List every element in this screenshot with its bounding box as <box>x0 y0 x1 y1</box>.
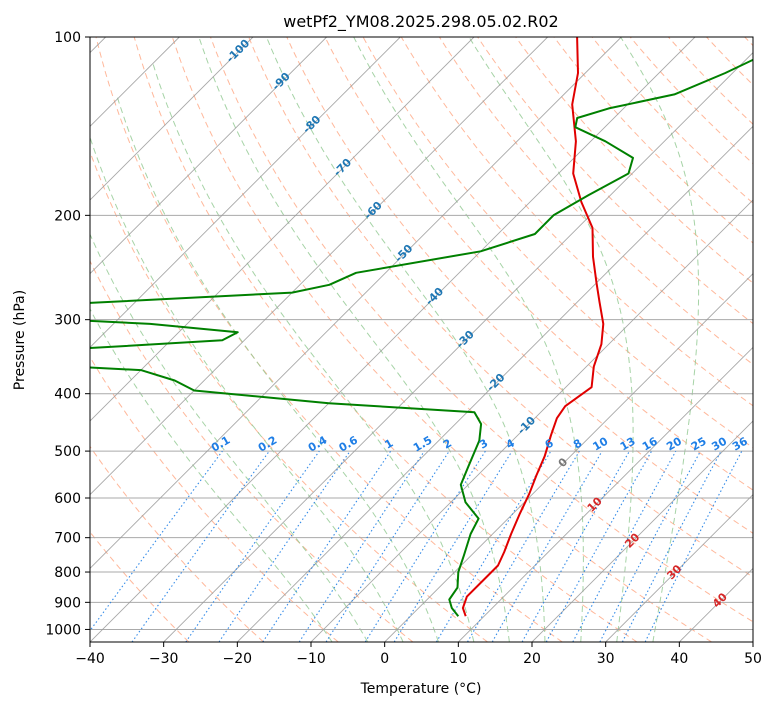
y-tick-label: 800 <box>54 565 81 581</box>
isotherm--60 <box>90 37 548 496</box>
dry-adiabat <box>90 356 339 642</box>
isotherm-0 <box>384 273 753 642</box>
isotherm-20 <box>531 420 753 642</box>
x-tick-label: −40 <box>75 651 105 667</box>
dry-adiabat <box>324 37 753 491</box>
y-tick-label: 600 <box>54 491 81 507</box>
isotherm--70 <box>90 37 475 422</box>
isotherm-30 <box>605 494 753 642</box>
y-tick-label: 700 <box>54 531 81 547</box>
isotherm--10 <box>310 199 753 642</box>
mixing-ratio-line <box>131 450 270 642</box>
dry-adiabat <box>248 37 753 578</box>
x-tick-label: 10 <box>449 651 467 667</box>
mixing-ratio-lines <box>90 450 743 642</box>
dewpoint-line <box>90 58 753 617</box>
moist-adiabat <box>266 37 546 642</box>
isotherm--90 <box>90 37 327 275</box>
dry-adiabat <box>171 37 712 642</box>
x-tick-label: 30 <box>597 651 615 667</box>
mixing-ratio-line <box>545 450 653 642</box>
y-tick-label: 900 <box>54 595 81 611</box>
chart-title: wetPf2_YM08.2025.298.05.02.R02 <box>283 12 558 32</box>
mixing-ratio-line <box>185 450 320 642</box>
x-tick-label: −20 <box>223 651 253 667</box>
y-axis-ticks: 100 200 300 400 500 600 700 800 900 1000 <box>45 30 90 638</box>
isotherm--100 <box>90 37 254 201</box>
dry-adiabat <box>210 37 753 623</box>
dry-adiabat <box>90 445 264 642</box>
mixing-ratio-line <box>90 450 223 632</box>
x-axis-ticks: −40 −30 −20 −10 0 10 20 30 40 50 <box>75 642 762 667</box>
temperature-line <box>461 37 605 617</box>
moist-adiabat <box>353 37 584 642</box>
x-tick-label: −10 <box>296 651 326 667</box>
profile-series <box>90 37 753 617</box>
mixing-ratio-line <box>521 450 630 642</box>
dry-adiabat <box>286 37 753 534</box>
mixing-ratio-line <box>393 450 513 642</box>
dry-adiabats <box>90 37 753 642</box>
moist-adiabat <box>620 37 700 642</box>
isotherm--50 <box>90 37 622 569</box>
isotherm--80 <box>90 37 401 348</box>
mixing-ratio-line <box>644 450 743 642</box>
mixing-ratio-line <box>325 450 450 642</box>
isotherm--30 <box>163 52 753 642</box>
moist-adiabat <box>198 37 510 642</box>
moist-adiabat <box>116 94 439 642</box>
isotherms <box>90 37 753 642</box>
mixing-ratio-line <box>218 450 351 642</box>
x-tick-label: 0 <box>380 651 389 667</box>
isotherm-10 <box>458 346 753 642</box>
dry-adiabat <box>95 37 563 642</box>
plot-area <box>90 37 753 642</box>
dry-adiabat <box>90 259 414 642</box>
dry-adiabat <box>133 37 638 642</box>
y-tick-label: 300 <box>54 313 81 329</box>
moist-adiabat <box>151 61 475 642</box>
y-tick-label: 100 <box>54 30 81 46</box>
y-tick-label: 1000 <box>45 622 81 638</box>
y-axis-label: Pressure (hPa) <box>12 290 28 390</box>
isotherm--40 <box>90 37 696 642</box>
mixing-ratio-line <box>298 450 425 642</box>
x-tick-label: 40 <box>670 651 688 667</box>
mixing-ratio-line <box>572 450 677 642</box>
y-tick-label: 200 <box>54 208 81 224</box>
mixing-ratio-line <box>262 450 392 642</box>
isobars <box>90 37 753 630</box>
y-tick-label: 400 <box>54 387 81 403</box>
dry-adiabat <box>515 37 753 284</box>
axes-frame <box>89 36 754 643</box>
x-tick-label: 20 <box>523 651 541 667</box>
isotherm--20 <box>237 125 753 642</box>
y-tick-label: 500 <box>54 444 81 460</box>
x-axis-label: Temperature (°C) <box>360 681 482 697</box>
x-tick-label: 50 <box>744 651 762 667</box>
x-tick-label: −30 <box>149 651 179 667</box>
